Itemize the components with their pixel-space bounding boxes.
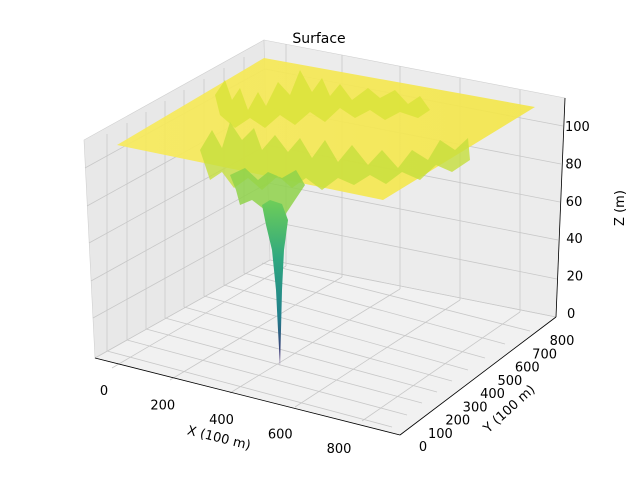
z-axis-line (555, 97, 566, 318)
y-tick-label-2: 200 (445, 414, 470, 429)
z-tick-label-2: 40 (566, 232, 583, 247)
x-tick-label-2: 400 (209, 413, 234, 428)
z-axis-label: Z (m) (613, 190, 628, 226)
z-tick-label-0: 0 (567, 307, 575, 322)
x-tick-label-4: 800 (327, 442, 352, 457)
y-tick-label-1: 100 (428, 427, 453, 442)
x-axis-label: X (100 m) (186, 423, 253, 453)
y-tick-label-8: 800 (550, 334, 575, 349)
y-tick-label-5: 500 (497, 374, 522, 389)
y-tick-label-3: 300 (463, 400, 488, 415)
y-tick-label-4: 400 (480, 387, 505, 402)
z-tick-label-1: 20 (567, 270, 584, 285)
y-tick-label-0: 0 (419, 440, 427, 455)
z-tick-label-4: 80 (565, 157, 582, 172)
x-tick-label-1: 200 (150, 399, 175, 414)
terrain-funnel (262, 200, 288, 366)
chart-title: Surface (292, 31, 345, 47)
y-tick-label-7: 700 (532, 347, 557, 362)
y-axis-line (399, 316, 557, 436)
z-tick-label-5: 100 (565, 120, 590, 135)
x-tick-labels: 0 200 400 600 800 (100, 384, 352, 457)
terrain-ridge-back (215, 70, 430, 128)
y-tick-label-6: 600 (515, 361, 540, 376)
z-tick-label-3: 60 (566, 195, 583, 210)
x-axis-line (94, 357, 401, 436)
x-tick-label-3: 600 (268, 428, 293, 443)
z-tick-labels: 0 20 40 60 80 100 (565, 120, 590, 322)
surface-mesh (117, 58, 535, 366)
x-tick-label-0: 0 (100, 384, 108, 399)
